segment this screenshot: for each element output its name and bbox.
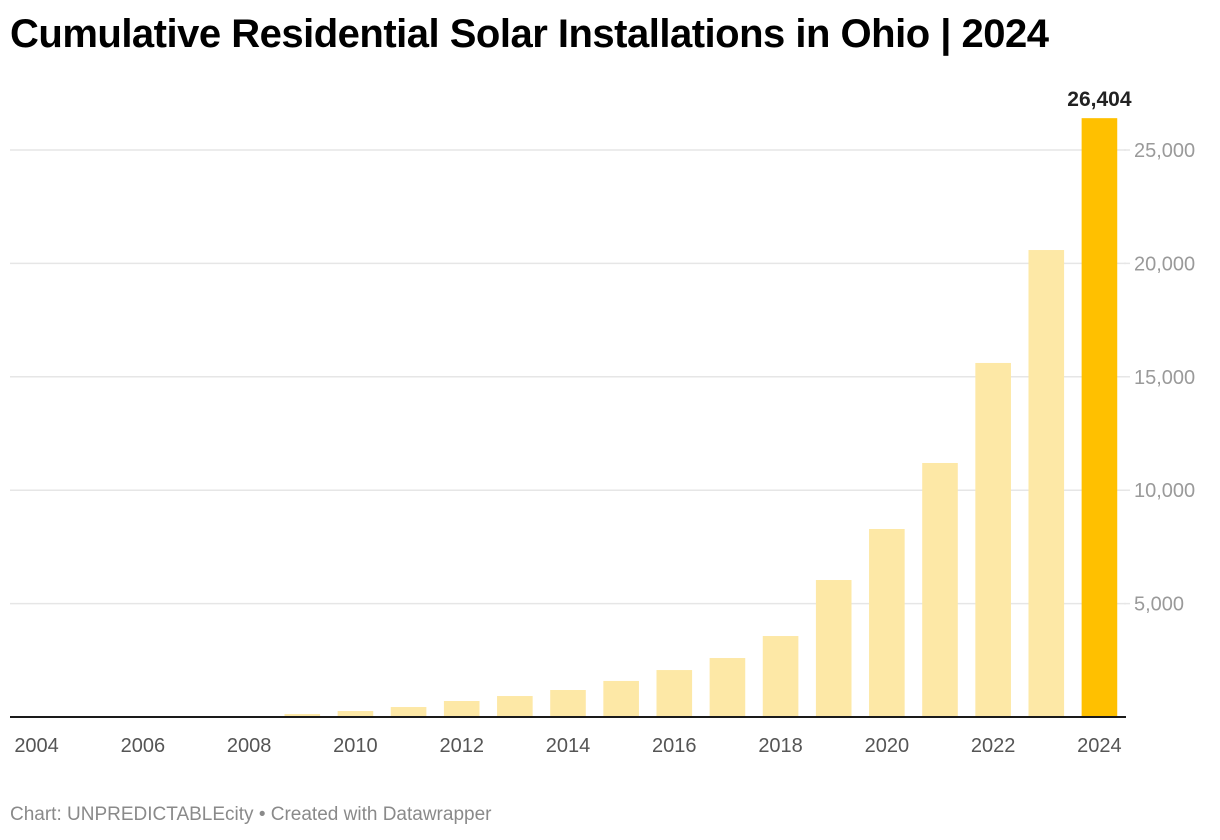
bar-2013 <box>497 696 533 717</box>
x-tick-label: 2020 <box>865 735 910 757</box>
bar-2011 <box>390 707 427 717</box>
y-tick-label: 15,000 <box>1134 367 1195 389</box>
bar-2022 <box>975 362 1011 717</box>
bar-2021 <box>922 462 958 717</box>
bar-2017 <box>709 658 746 717</box>
x-tick-label: 2008 <box>227 735 272 757</box>
bar-2012 <box>443 701 480 717</box>
bar-chart: 5,000 10,000 15,000 20,000 25,000 2004 2006 200… <box>10 88 1195 757</box>
bar-2020 <box>869 528 905 717</box>
source-credit: Chart: UNPREDICTABLEcity <box>10 804 254 825</box>
y-tick-label: 25,000 <box>1134 140 1195 162</box>
bar-2009 <box>284 714 321 717</box>
x-tick-label: 2004 <box>14 735 59 757</box>
datawrapper-credit: Created with Datawrapper <box>270 804 492 825</box>
x-tick-label: 2022 <box>971 735 1016 757</box>
bar-2014 <box>550 690 586 717</box>
y-tick-label: 10,000 <box>1134 480 1195 502</box>
data-label: 26,404 <box>1067 88 1132 111</box>
x-tick-label: 2014 <box>546 735 591 757</box>
bar-2023 <box>1028 250 1065 717</box>
x-tick-label: 2016 <box>652 735 697 757</box>
x-tick-label: 2024 <box>1077 735 1122 757</box>
y-tick-label: 20,000 <box>1134 253 1195 275</box>
bar-2015 <box>603 680 639 717</box>
footer-separator: • <box>258 804 266 825</box>
chart-title: Cumulative Residential Solar Installatio… <box>10 12 1049 56</box>
bar-2018 <box>762 636 799 717</box>
x-tick-label: 2006 <box>121 735 166 757</box>
x-tick-label: 2018 <box>758 735 803 757</box>
x-tick-label: 2010 <box>333 735 378 757</box>
y-tick-label: 5,000 <box>1134 594 1184 616</box>
bar-2019 <box>815 580 852 717</box>
x-tick-label: 2012 <box>439 735 484 757</box>
chart-footer: Chart: UNPREDICTABLEcity • Created with … <box>10 804 491 826</box>
bar-2016 <box>656 670 693 717</box>
bar-2024 <box>1081 118 1118 717</box>
bar-2010 <box>337 710 374 717</box>
